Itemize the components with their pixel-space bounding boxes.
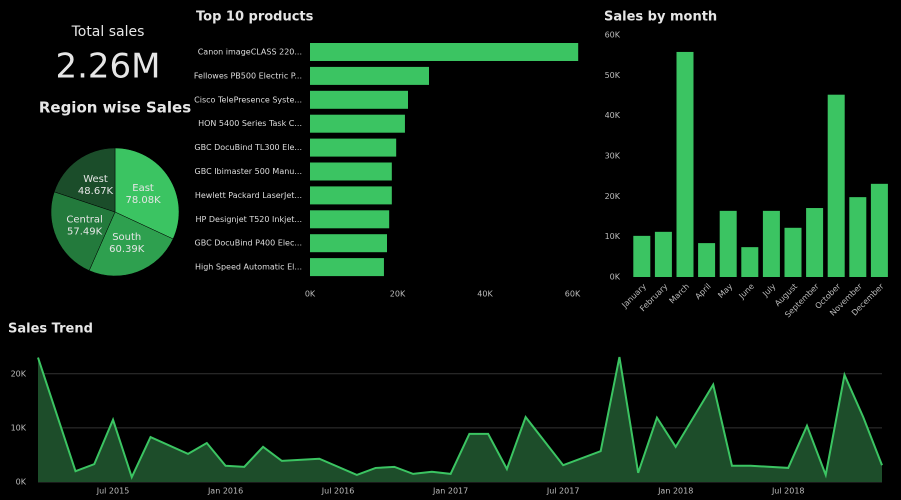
y-tick-label: Cisco TelePresence Syste... xyxy=(194,95,302,104)
x-tick-label: Jul 2017 xyxy=(546,487,580,496)
x-tick-label: Jan 2017 xyxy=(432,487,468,496)
y-tick-label: HP Designjet T520 Inkjet... xyxy=(196,215,303,224)
area xyxy=(38,357,882,482)
y-tick-label: 20K xyxy=(605,192,621,201)
bar xyxy=(719,210,737,277)
x-tick-label: March xyxy=(668,282,692,306)
x-tick-label: June xyxy=(737,282,756,301)
y-tick-label: Hewlett Packard LaserJet... xyxy=(195,191,302,200)
y-tick-label: HON 5400 Series Task C... xyxy=(198,119,302,128)
y-tick-label: 60K xyxy=(605,31,621,40)
y-tick-label: Fellowes PB500 Electric P... xyxy=(194,71,302,80)
slice-value: 78.08K xyxy=(125,195,161,206)
bar xyxy=(870,183,888,277)
pie-slice xyxy=(114,147,180,240)
x-tick-label: Jan 2016 xyxy=(207,487,243,496)
card-value: 2.26M xyxy=(55,47,160,87)
bar xyxy=(310,186,392,205)
slice-label: East xyxy=(132,183,154,194)
bar xyxy=(310,114,405,133)
bar xyxy=(310,66,429,85)
bar xyxy=(310,43,579,61)
bar xyxy=(633,235,651,277)
x-tick-label: Jul 2018 xyxy=(771,487,805,496)
pie-slice xyxy=(53,147,116,213)
pie-slice xyxy=(88,211,174,277)
y-tick-label: GBC Ibimaster 500 Manu... xyxy=(195,167,302,176)
y-tick-label: Canon imageCLASS 220... xyxy=(198,48,302,57)
bar xyxy=(849,197,867,277)
y-tick-label: 0K xyxy=(16,478,27,487)
y-tick-label: GBC DocuBind P400 Elec... xyxy=(195,239,302,248)
y-tick-label: 40K xyxy=(605,111,621,120)
x-tick-label: Jul 2015 xyxy=(96,487,130,496)
card-title: Total sales xyxy=(71,24,145,40)
x-tick-label: 20K xyxy=(390,290,406,299)
y-tick-label: High Speed Automatic El... xyxy=(195,263,302,272)
slice-value: 60.39K xyxy=(109,244,145,255)
bar xyxy=(310,162,392,181)
chart-title: Sales by month xyxy=(604,10,717,25)
x-tick-label: Jul 2016 xyxy=(321,487,355,496)
bar xyxy=(310,258,384,277)
bar xyxy=(654,231,672,277)
slice-label: Central xyxy=(66,214,102,225)
chart-title: Region wise Sales xyxy=(39,99,191,117)
slice-value: 48.67K xyxy=(78,186,114,197)
bar xyxy=(310,210,390,229)
chart-title: Top 10 products xyxy=(196,10,314,25)
x-tick-label: July xyxy=(760,282,777,299)
bar xyxy=(676,51,694,277)
y-tick-label: 30K xyxy=(605,152,621,161)
bar xyxy=(762,210,780,277)
bar xyxy=(784,227,802,277)
y-tick-label: 20K xyxy=(11,369,27,378)
bar xyxy=(310,90,408,109)
x-tick-label: May xyxy=(716,282,734,300)
x-tick-label: Jan 2018 xyxy=(657,487,693,496)
slice-value: 57.49K xyxy=(67,226,103,237)
bar xyxy=(806,208,824,277)
x-tick-label: 60K xyxy=(565,290,581,299)
slice-label: South xyxy=(112,232,141,243)
y-tick-label: GBC DocuBind TL300 Ele... xyxy=(194,143,302,152)
bar xyxy=(741,247,759,277)
bar xyxy=(698,243,716,277)
bar xyxy=(310,234,387,253)
pie-slice xyxy=(50,191,116,271)
bar xyxy=(827,94,845,278)
y-tick-label: 10K xyxy=(11,423,27,432)
slice-label: West xyxy=(83,174,108,185)
x-tick-label: 40K xyxy=(477,290,493,299)
x-tick-label: 0K xyxy=(305,290,316,299)
bar xyxy=(310,138,397,157)
line xyxy=(37,356,883,480)
y-tick-label: 0K xyxy=(610,273,621,282)
x-tick-label: April xyxy=(693,282,712,301)
y-tick-label: 10K xyxy=(605,232,621,241)
chart-title: Sales Trend xyxy=(8,322,93,337)
y-tick-label: 50K xyxy=(605,71,621,80)
